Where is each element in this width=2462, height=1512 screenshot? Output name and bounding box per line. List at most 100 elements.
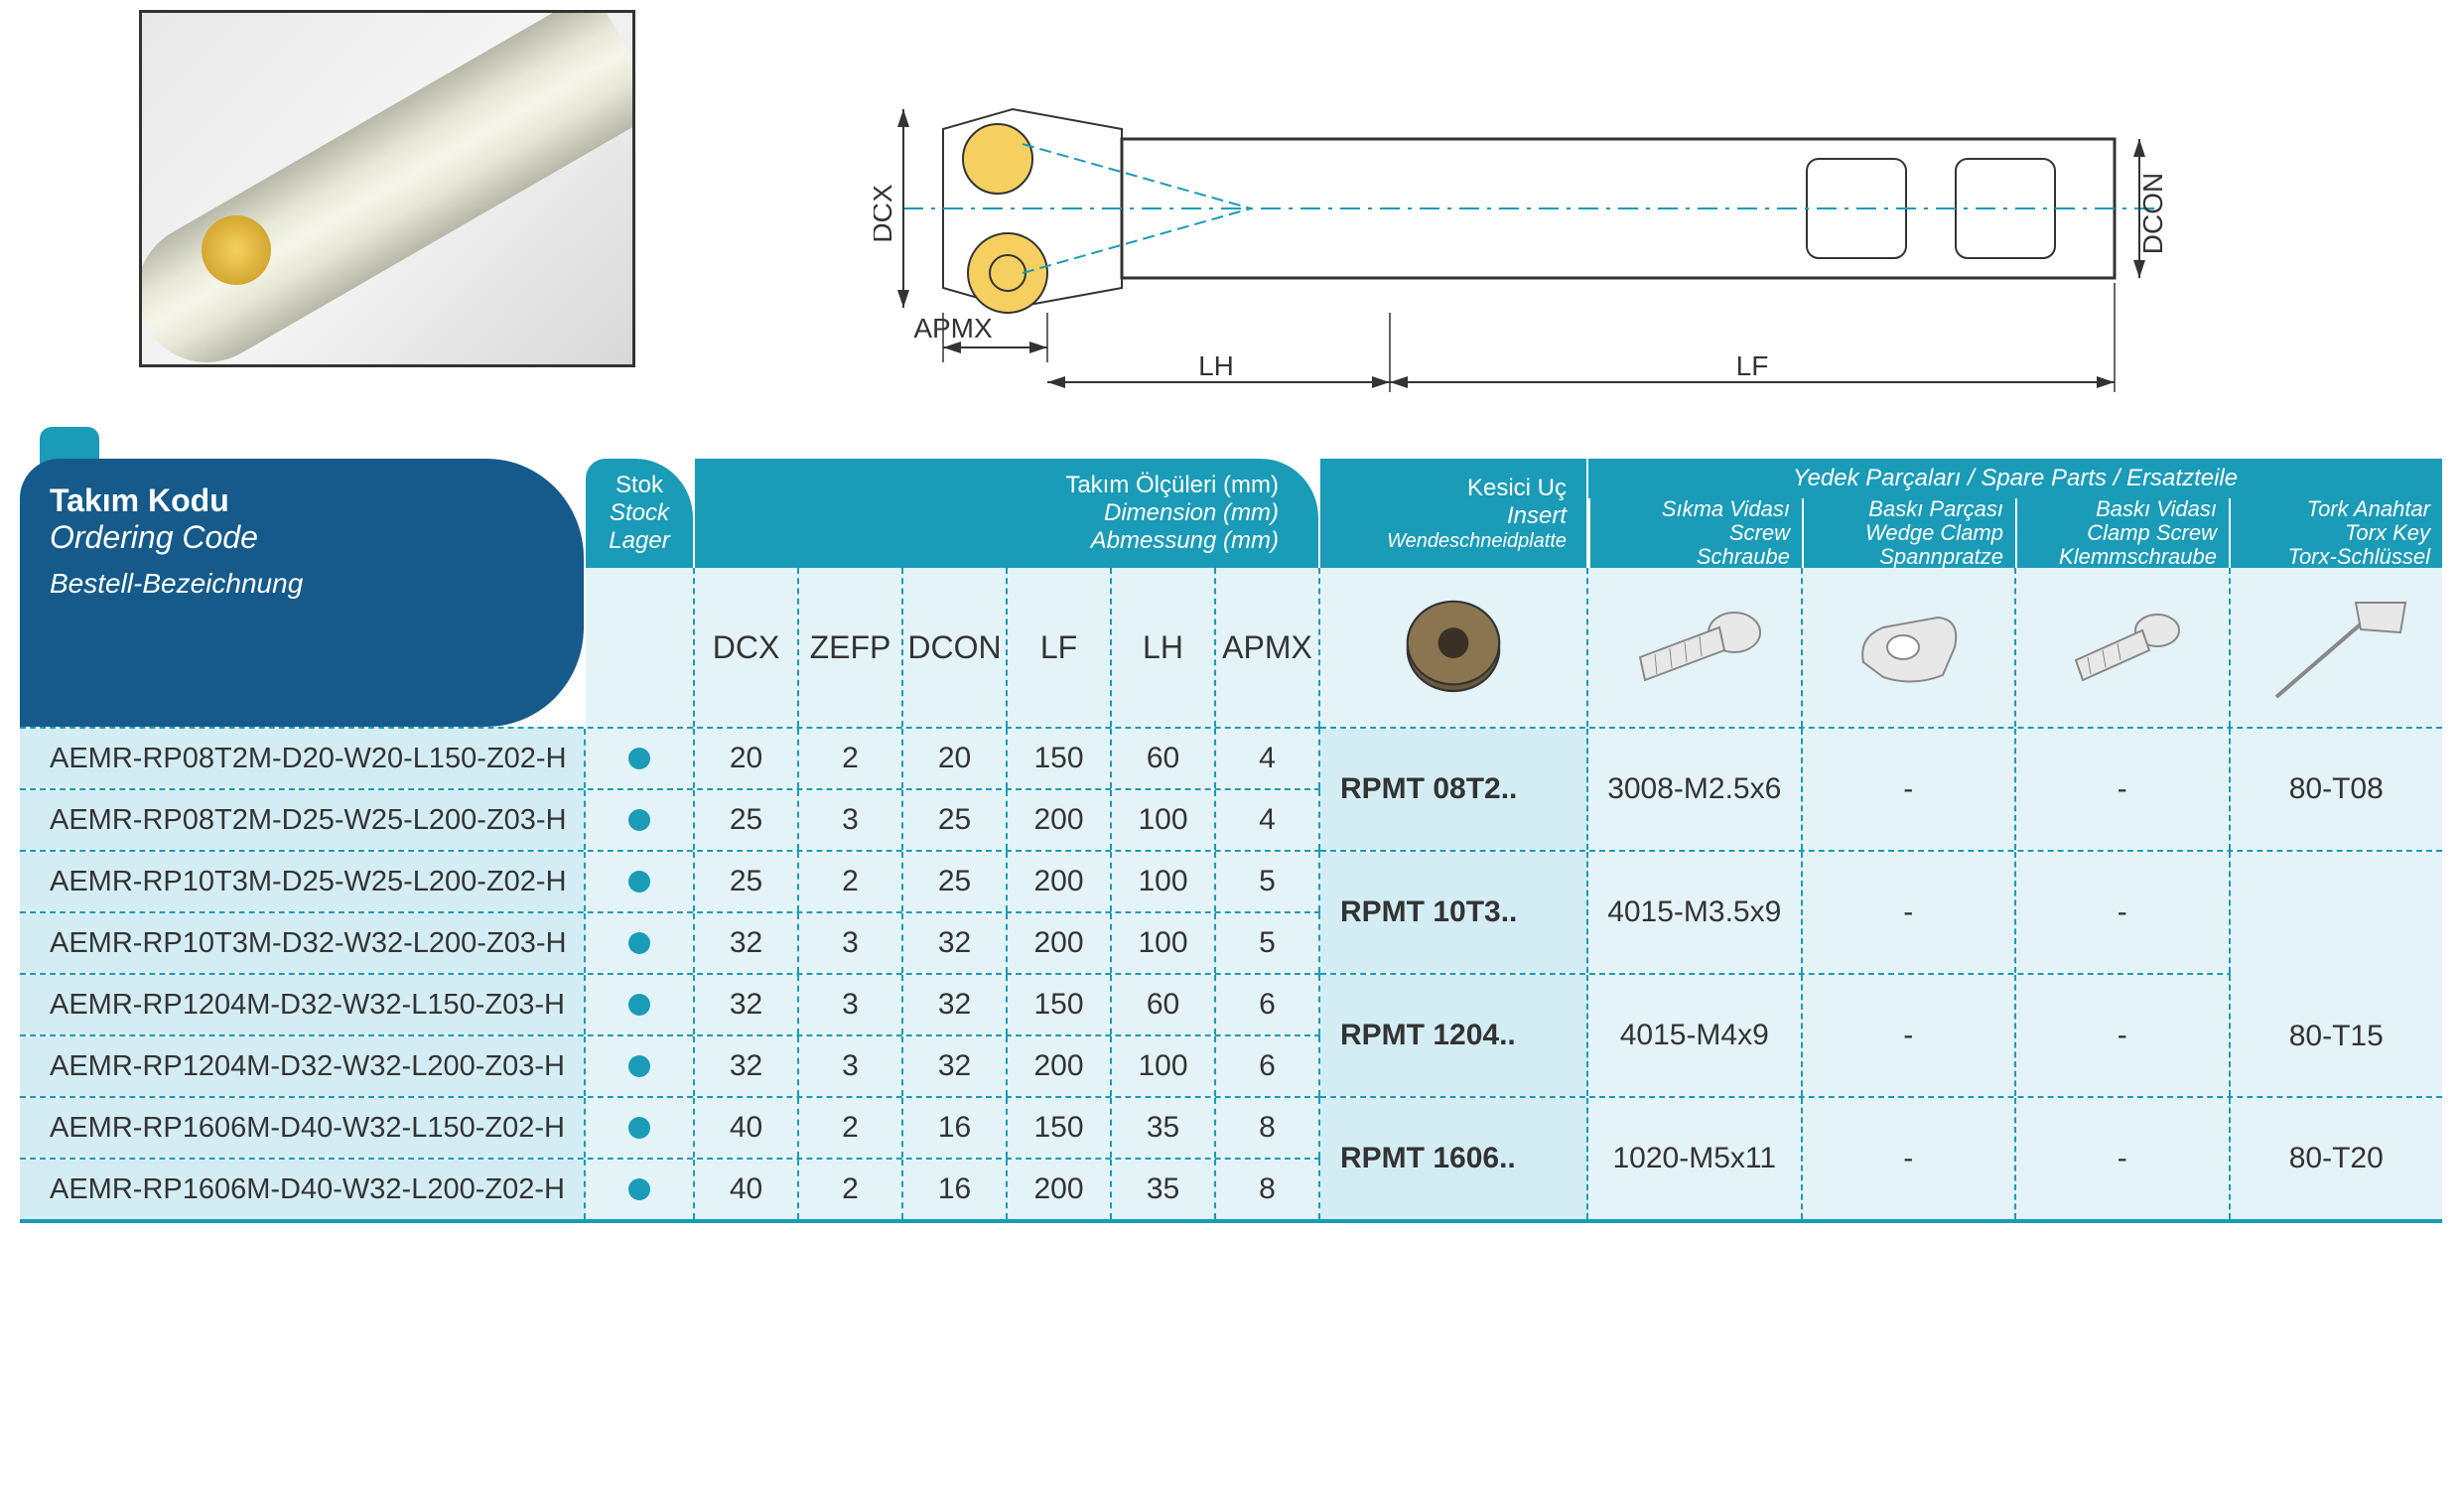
subheader-stock-blank bbox=[586, 568, 695, 727]
top-illustration-row: DCX DCON APMX LH LF bbox=[20, 10, 2442, 407]
cell-dimension: 3 bbox=[799, 913, 903, 973]
cell-clamp-screw: - bbox=[2016, 852, 2231, 973]
table-subheader-row: Bestell-Bezeichnung DCXZEFPDCONLFLHAPMX bbox=[20, 568, 2442, 727]
cell-dimension: 25 bbox=[695, 852, 799, 911]
cell-dimension: 4 bbox=[1216, 790, 1320, 850]
cell-ordering-code: AEMR-RP1204M-D32-W32-L200-Z03-H bbox=[20, 1036, 586, 1096]
wedge-clamp-icon bbox=[1803, 568, 2017, 727]
table-body-left: AEMR-RP08T2M-D20-W20-L150-Z02-H202201506… bbox=[20, 727, 1320, 1219]
cell-dimension: 20 bbox=[695, 729, 799, 788]
table-body-right: RPMT 08T2..3008-M2.5x6--80-T08RPMT 10T3.… bbox=[1320, 727, 2442, 1219]
torx-key-icon bbox=[2231, 568, 2443, 727]
insert-icon bbox=[1320, 568, 1588, 727]
cell-dimension: 100 bbox=[1112, 790, 1216, 850]
cell-stock bbox=[586, 790, 695, 850]
svg-text:LH: LH bbox=[1198, 350, 1234, 381]
spare-header-cell: Sıkma VidasıScrewSchraube bbox=[1588, 498, 1802, 568]
cell-ordering-code: AEMR-RP1606M-D40-W32-L200-Z02-H bbox=[20, 1160, 586, 1219]
product-photo bbox=[139, 10, 635, 367]
cell-dimension: 16 bbox=[903, 1160, 1008, 1219]
cell-insert: RPMT 1606.. bbox=[1320, 1098, 1588, 1219]
cell-dimension: 25 bbox=[903, 790, 1008, 850]
spare-header-cell: Baskı ParçasıWedge ClampSpannpratze bbox=[1802, 498, 2015, 568]
svg-text:LF: LF bbox=[1736, 350, 1769, 381]
cell-screw: 1020-M5x11 bbox=[1588, 1098, 1803, 1219]
cell-dimension: 6 bbox=[1216, 975, 1320, 1034]
dim-col-header: DCON bbox=[903, 568, 1008, 727]
cell-dimension: 100 bbox=[1112, 852, 1216, 911]
cell-ordering-code: AEMR-RP08T2M-D25-W25-L200-Z03-H bbox=[20, 790, 586, 850]
ordering-tr: Takım Kodu bbox=[50, 482, 229, 519]
group-row: RPMT 08T2..3008-M2.5x6--80-T08 bbox=[1320, 727, 2442, 850]
cell-dimension: 60 bbox=[1112, 975, 1216, 1034]
cell-clamp-screw: - bbox=[2016, 1098, 2231, 1219]
cell-dimension: 40 bbox=[695, 1098, 799, 1158]
cell-ordering-code: AEMR-RP1204M-D32-W32-L150-Z03-H bbox=[20, 975, 586, 1034]
cell-wedge-clamp: - bbox=[1803, 729, 2017, 850]
cell-wedge-clamp: - bbox=[1803, 852, 2017, 973]
cell-stock bbox=[586, 913, 695, 973]
cell-dimension: 150 bbox=[1008, 1098, 1112, 1158]
cell-dimension: 6 bbox=[1216, 1036, 1320, 1096]
header-stock: Stok Stock Lager bbox=[586, 459, 695, 568]
stock-dot-icon bbox=[628, 1117, 650, 1139]
cell-dimension: 100 bbox=[1112, 913, 1216, 973]
stock-dot-icon bbox=[628, 994, 650, 1016]
cell-torx: 80-T15 bbox=[2231, 975, 2443, 1096]
cell-dimension: 100 bbox=[1112, 1036, 1216, 1096]
cell-dimension: 35 bbox=[1112, 1098, 1216, 1158]
table-bottom-bar bbox=[20, 1219, 2442, 1223]
cell-screw: 4015-M4x9 bbox=[1588, 975, 1803, 1096]
cell-stock bbox=[586, 1098, 695, 1158]
stock-dot-icon bbox=[628, 1178, 650, 1200]
cell-dimension: 150 bbox=[1008, 729, 1112, 788]
cell-ordering-code: AEMR-RP1606M-D40-W32-L150-Z02-H bbox=[20, 1098, 586, 1158]
cell-stock bbox=[586, 852, 695, 911]
cell-dimension: 32 bbox=[903, 913, 1008, 973]
table-row: AEMR-RP10T3M-D32-W32-L200-Z03-H323322001… bbox=[20, 911, 1320, 973]
table-row: AEMR-RP1606M-D40-W32-L200-Z02-H402162003… bbox=[20, 1158, 1320, 1219]
table-row: AEMR-RP10T3M-D25-W25-L200-Z02-H252252001… bbox=[20, 850, 1320, 911]
table-row: AEMR-RP08T2M-D25-W25-L200-Z03-H253252001… bbox=[20, 788, 1320, 850]
cell-dimension: 2 bbox=[799, 852, 903, 911]
dim-col-header: APMX bbox=[1216, 568, 1320, 727]
cell-dimension: 60 bbox=[1112, 729, 1216, 788]
cell-dimension: 2 bbox=[799, 729, 903, 788]
cell-stock bbox=[586, 975, 695, 1034]
header-dimensions: Takım Ölçüleri (mm) Dimension (mm) Abmes… bbox=[695, 459, 1320, 568]
spare-header-cell: Baskı VidasıClamp ScrewKlemmschraube bbox=[2015, 498, 2229, 568]
cell-dimension: 2 bbox=[799, 1098, 903, 1158]
cell-clamp-screw: - bbox=[2016, 729, 2231, 850]
stock-dot-icon bbox=[628, 748, 650, 769]
cell-clamp-screw: - bbox=[2016, 975, 2231, 1096]
cell-dimension: 16 bbox=[903, 1098, 1008, 1158]
dim-col-header: LH bbox=[1112, 568, 1216, 727]
dim-col-header: ZEFP bbox=[799, 568, 903, 727]
cell-screw: 4015-M3.5x9 bbox=[1588, 852, 1803, 973]
spare-header-cell: Tork AnahtarTorx KeyTorx-Schlüssel bbox=[2229, 498, 2442, 568]
cell-dimension: 2 bbox=[799, 1160, 903, 1219]
cell-stock bbox=[586, 729, 695, 788]
cell-dimension: 200 bbox=[1008, 913, 1112, 973]
cell-ordering-code: AEMR-RP10T3M-D25-W25-L200-Z02-H bbox=[20, 852, 586, 911]
stock-dot-icon bbox=[628, 932, 650, 954]
table-row: AEMR-RP08T2M-D20-W20-L150-Z02-H202201506… bbox=[20, 727, 1320, 788]
cell-dimension: 200 bbox=[1008, 1160, 1112, 1219]
cell-torx: 80-T08 bbox=[2231, 729, 2443, 850]
cell-wedge-clamp: - bbox=[1803, 1098, 2017, 1219]
cell-ordering-code: AEMR-RP10T3M-D32-W32-L200-Z03-H bbox=[20, 913, 586, 973]
cell-wedge-clamp: - bbox=[1803, 975, 2017, 1096]
header-insert: Kesici Uç Insert Wendeschneidplatte bbox=[1320, 459, 1588, 568]
cell-dimension: 32 bbox=[903, 1036, 1008, 1096]
dimension-column-headers: DCXZEFPDCONLFLHAPMX bbox=[695, 568, 1320, 727]
cell-dimension: 20 bbox=[903, 729, 1008, 788]
cell-insert: RPMT 08T2.. bbox=[1320, 729, 1588, 850]
cell-dimension: 5 bbox=[1216, 852, 1320, 911]
cell-dimension: 8 bbox=[1216, 1098, 1320, 1158]
header-ordering-code: Takım Kodu Ordering Code bbox=[20, 459, 586, 568]
cell-dimension: 5 bbox=[1216, 913, 1320, 973]
cell-ordering-code: AEMR-RP08T2M-D20-W20-L150-Z02-H bbox=[20, 729, 586, 788]
group-row: RPMT 1204..4015-M4x9--80-T15 bbox=[1320, 973, 2442, 1096]
cell-stock bbox=[586, 1160, 695, 1219]
cell-dimension: 3 bbox=[799, 790, 903, 850]
